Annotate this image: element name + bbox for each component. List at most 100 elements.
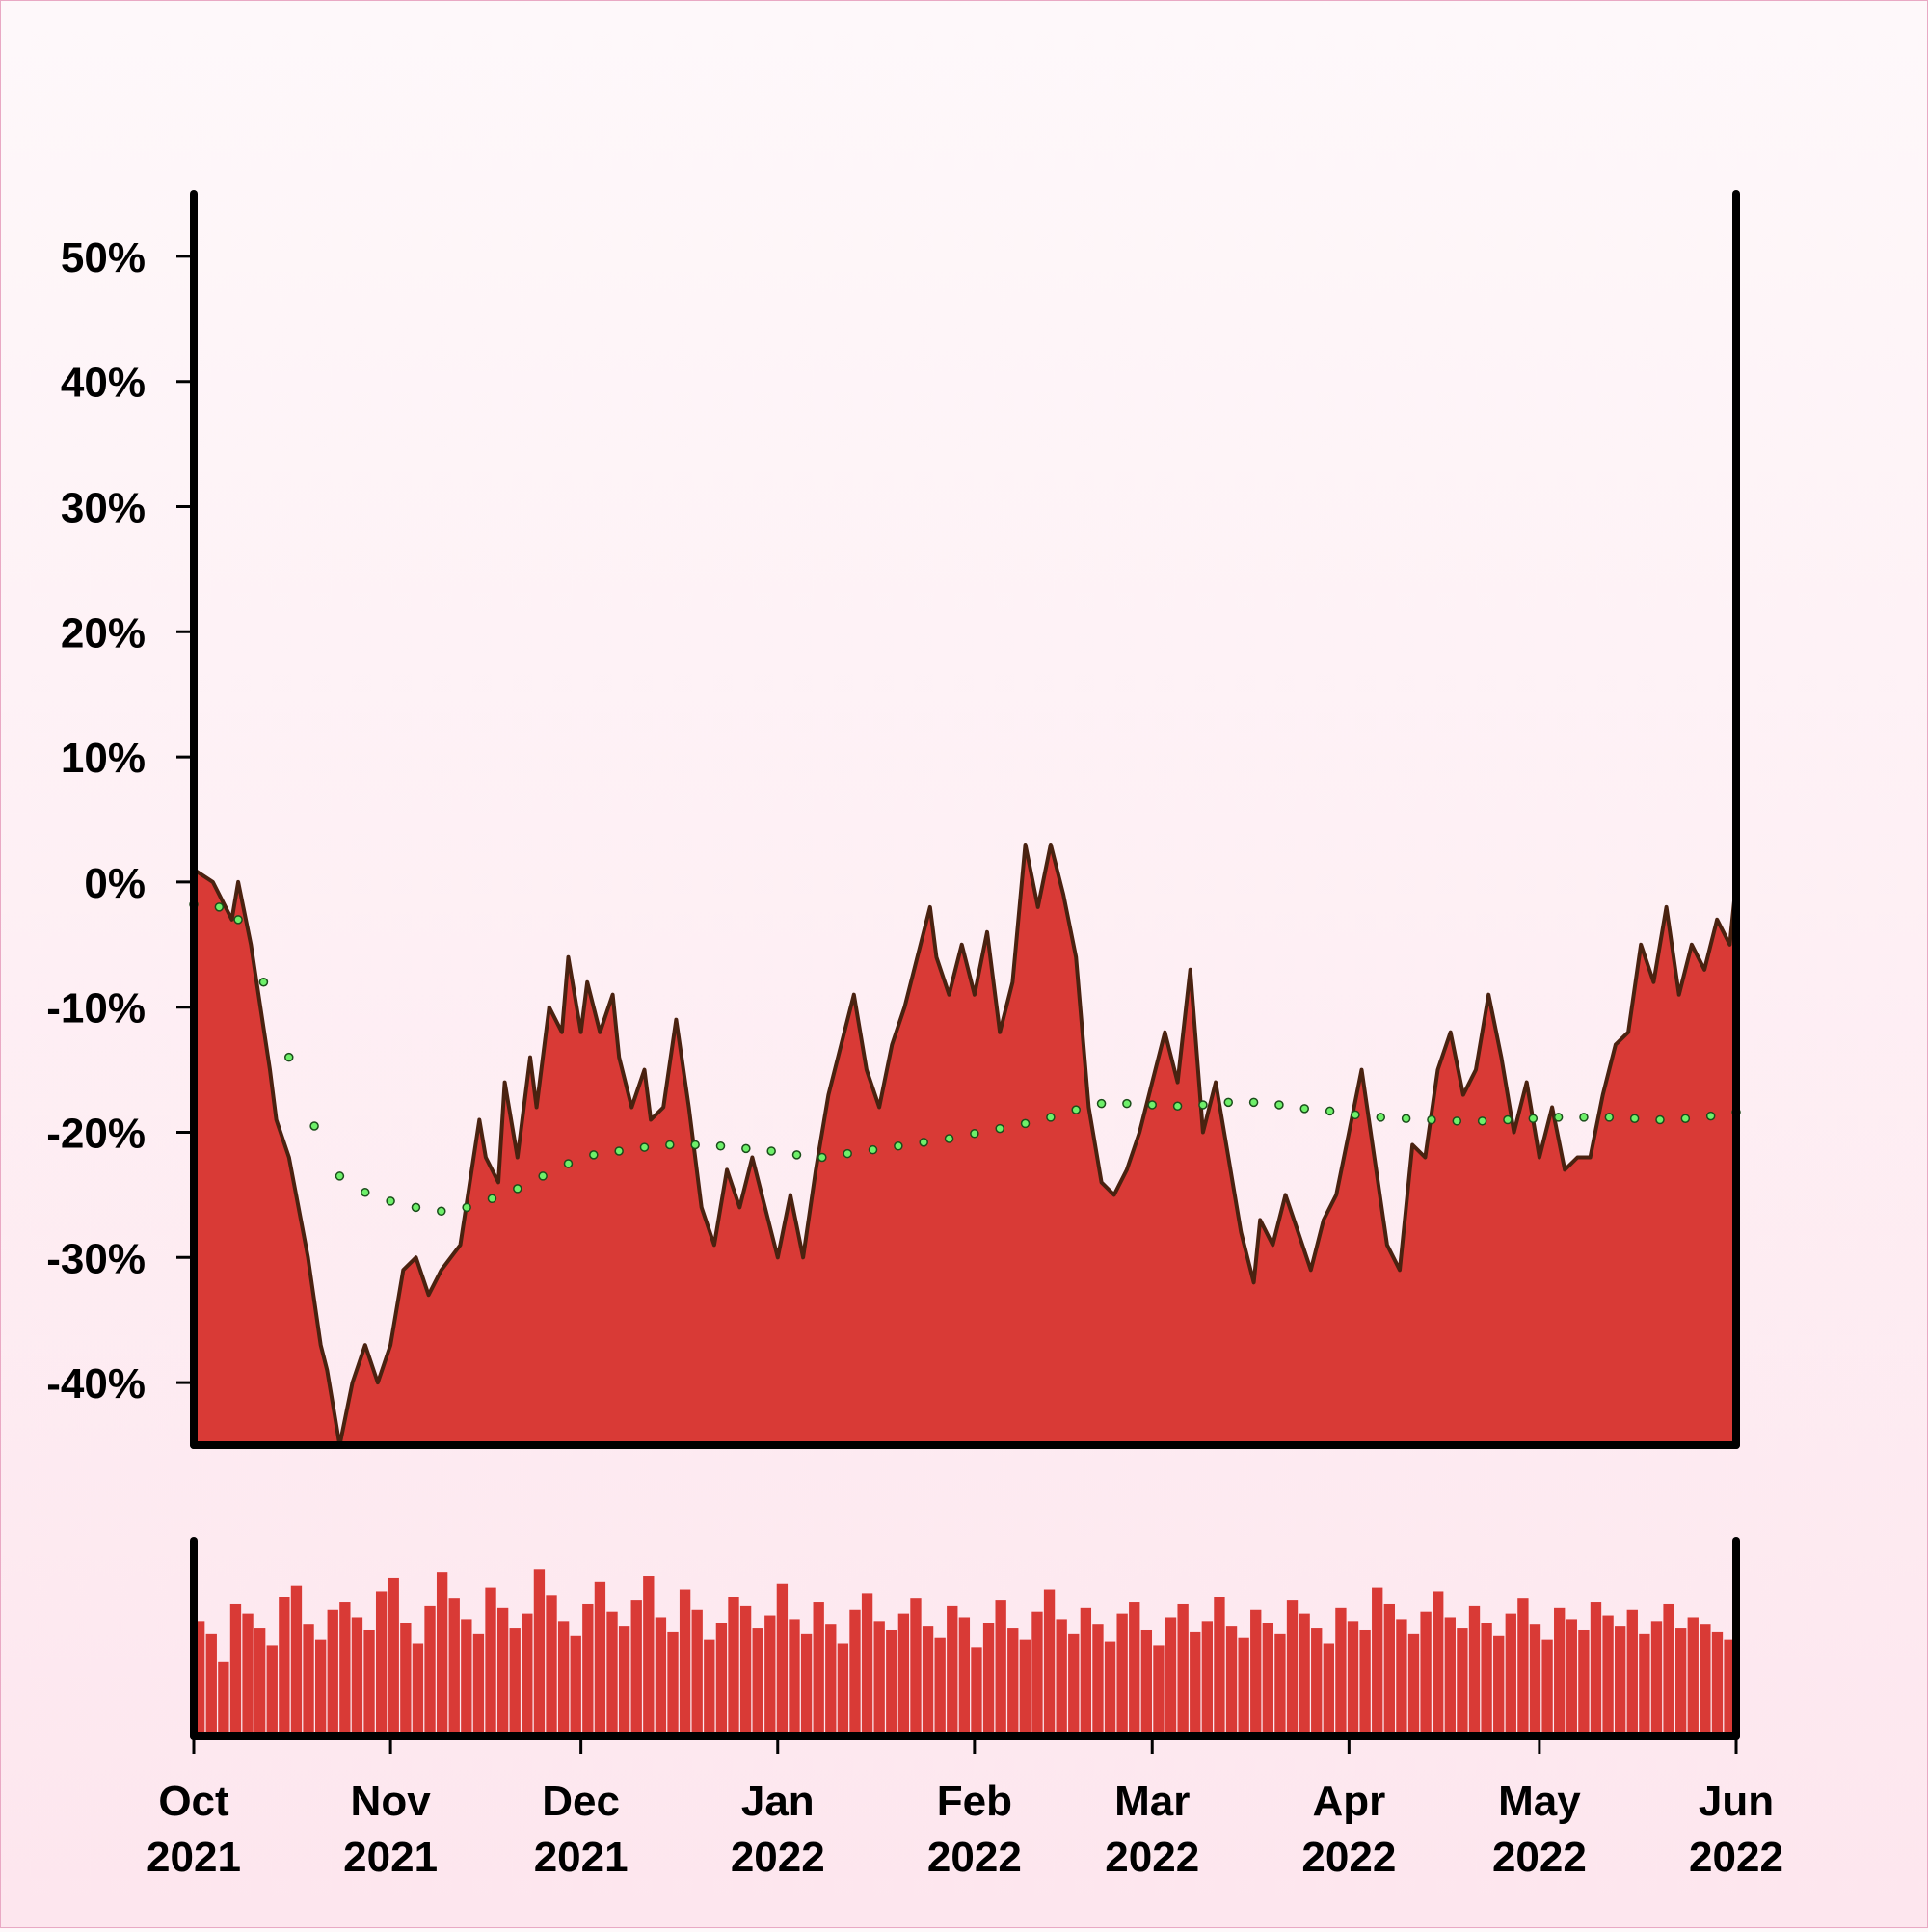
moving-average-point	[1223, 1097, 1234, 1108]
volume-bar	[1457, 1628, 1468, 1736]
volume-bar	[1299, 1613, 1310, 1736]
volume-bar	[982, 1623, 995, 1736]
volume-bar	[472, 1633, 485, 1736]
volume-bar	[1347, 1621, 1359, 1736]
x-tick-month: Oct	[158, 1778, 229, 1825]
moving-average-point	[665, 1140, 675, 1150]
volume-bar	[496, 1607, 509, 1736]
volume-panel	[190, 1537, 1740, 1740]
volume-bar	[643, 1576, 655, 1736]
y-tick-label: 0%	[84, 860, 146, 907]
volume-bar	[1517, 1598, 1529, 1736]
moving-average-point	[970, 1129, 979, 1139]
moving-average-point	[944, 1134, 954, 1143]
volume-bar	[1687, 1617, 1699, 1736]
volume-bar	[1225, 1626, 1238, 1736]
price-axes	[190, 190, 1740, 1449]
moving-average-point	[233, 915, 243, 925]
volume-bar	[1700, 1624, 1711, 1736]
volume-bar	[825, 1624, 837, 1736]
moving-average-point	[538, 1171, 548, 1181]
volume-bar	[1724, 1639, 1735, 1736]
volume-bar	[1663, 1603, 1674, 1736]
x-tick-year: 2021	[147, 1834, 241, 1881]
y-tick-label: 40%	[61, 360, 146, 407]
volume-bar	[1529, 1624, 1541, 1736]
moving-average-point	[1604, 1113, 1615, 1122]
volume-bar	[546, 1595, 557, 1736]
volume-bar	[1274, 1633, 1286, 1736]
volume-bar	[279, 1597, 290, 1736]
y-tick-label: -10%	[46, 985, 146, 1033]
moving-average-point	[214, 902, 225, 912]
moving-average-point	[1020, 1118, 1031, 1129]
volume-bar	[1639, 1633, 1650, 1736]
moving-average-point	[309, 1121, 319, 1131]
moving-average-point	[1046, 1113, 1056, 1122]
moving-average-point	[1096, 1098, 1107, 1109]
volume-bar	[1080, 1607, 1092, 1736]
price-area	[194, 845, 1736, 1445]
volume-bar	[266, 1645, 278, 1736]
moving-average-point	[1325, 1106, 1335, 1116]
volume-bar	[1104, 1641, 1116, 1736]
moving-average-point	[1401, 1114, 1411, 1123]
volume-bar	[1566, 1619, 1577, 1736]
volume-bar	[1056, 1619, 1067, 1736]
volume-bar	[1250, 1609, 1262, 1736]
volume-bar	[728, 1597, 739, 1736]
volume-bar	[242, 1613, 254, 1736]
moving-average-point	[437, 1206, 446, 1217]
volume-bar	[1420, 1611, 1432, 1736]
volume-bar	[776, 1583, 789, 1736]
volume-bar	[764, 1615, 776, 1736]
x-tick-year: 2021	[343, 1834, 438, 1881]
moving-average-point	[1198, 1100, 1208, 1110]
volume-bar	[813, 1602, 824, 1736]
moving-average-point	[1553, 1113, 1564, 1122]
volume-bar	[570, 1635, 581, 1736]
volume-bar	[557, 1621, 570, 1736]
volume-bar	[1493, 1635, 1505, 1736]
moving-average-point	[639, 1142, 650, 1152]
volume-bar	[1481, 1623, 1492, 1736]
volume-bar	[1675, 1628, 1687, 1736]
volume-bar	[1578, 1629, 1590, 1736]
moving-average-point	[284, 1052, 294, 1062]
volume-bar	[630, 1600, 642, 1736]
moving-average-point	[690, 1140, 700, 1150]
moving-average-point	[1655, 1114, 1665, 1125]
volume-bar	[800, 1633, 813, 1736]
volume-bar	[1444, 1617, 1456, 1736]
x-tick-month: Apr	[1312, 1778, 1385, 1825]
volume-bar	[873, 1621, 885, 1736]
moving-average-point	[715, 1141, 726, 1151]
volume-bar	[254, 1628, 266, 1736]
volume-bar	[1286, 1600, 1299, 1736]
volume-bar	[1372, 1587, 1383, 1736]
volume-bar	[667, 1631, 679, 1736]
volume-bar	[897, 1613, 910, 1736]
moving-average-point	[614, 1146, 624, 1156]
moving-average-point	[1248, 1097, 1259, 1108]
moving-average-point	[1071, 1105, 1081, 1114]
volume-bar	[971, 1647, 982, 1736]
volume-bar	[1335, 1607, 1347, 1736]
moving-average-point	[766, 1146, 776, 1156]
volume-bar	[752, 1628, 763, 1736]
x-tick-month: Feb	[937, 1778, 1012, 1825]
moving-average-point	[1376, 1113, 1386, 1122]
x-tick-month: Jan	[741, 1778, 815, 1825]
x-tick-year: 2022	[1492, 1834, 1587, 1881]
volume-bar	[375, 1591, 388, 1736]
moving-average-point	[1147, 1100, 1157, 1110]
volume-bar	[594, 1581, 606, 1736]
moving-average-point	[791, 1150, 802, 1160]
volume-bar	[485, 1587, 496, 1736]
volume-bar	[1711, 1631, 1724, 1736]
volume-bar	[1201, 1621, 1214, 1736]
volume-bar	[655, 1617, 667, 1736]
volume-bar	[400, 1623, 412, 1736]
volume-bar	[1007, 1628, 1019, 1736]
volume-bar	[1359, 1629, 1371, 1736]
